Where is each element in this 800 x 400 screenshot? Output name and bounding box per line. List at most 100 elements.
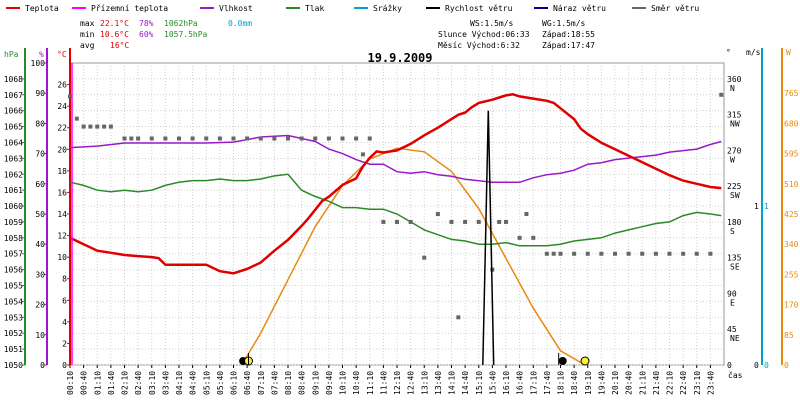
series-smer-point <box>299 136 304 141</box>
series-smer-point <box>129 136 134 141</box>
dir-compass-label: W <box>730 155 735 164</box>
temp-tick-label: 4 <box>62 318 67 327</box>
hpa-tick-label: 1060 <box>4 202 23 211</box>
x-tick-label: 00:40 <box>80 371 89 395</box>
hpa-tick-label: 1059 <box>4 218 23 227</box>
series-smer-point <box>435 212 440 216</box>
temp-tick-label: 20 <box>57 145 67 154</box>
x-tick-label: 19:40 <box>597 371 606 395</box>
temp-tick-label: 12 <box>57 232 67 241</box>
x-tick-label: 10:40 <box>352 371 361 395</box>
x-tick-label: 14:40 <box>461 371 470 395</box>
x-tick-label: 06:40 <box>243 371 252 395</box>
pct-tick-label: 70 <box>35 150 45 159</box>
hpa-tick-label: 1051 <box>4 345 23 354</box>
solar-tick-label: 85 <box>784 331 794 340</box>
series-smer-point <box>694 251 699 256</box>
series-smer-point <box>102 124 107 129</box>
solar-tick-label: 425 <box>784 210 799 219</box>
temp-tick-label: 10 <box>57 253 67 262</box>
series-smer-point <box>204 136 209 141</box>
series-smer-point <box>231 136 236 141</box>
solar-tick-label: 0 <box>784 361 789 370</box>
series-smer-point <box>681 251 686 256</box>
hpa-tick-label: 1065 <box>4 123 23 132</box>
dir-tick-label: 270 <box>727 146 742 155</box>
x-tick-label: 22:40 <box>679 371 688 395</box>
pct-tick-label: 50 <box>35 210 45 219</box>
temp-tick-label: 26 <box>57 81 67 90</box>
x-tick-label: 02:10 <box>121 371 130 395</box>
temp-tick-label: 16 <box>57 188 67 197</box>
series-naraz-spike <box>482 110 495 366</box>
x-tick-label: 07:40 <box>270 371 279 395</box>
temp-tick-label: 8 <box>62 275 67 284</box>
series-smer-point <box>245 136 250 141</box>
series-smer-point <box>476 219 481 224</box>
series-smer-point <box>177 136 181 141</box>
series-smer-point <box>395 219 399 224</box>
dir-tick-label: 0 <box>727 361 732 370</box>
hpa-tick-label: 1058 <box>4 234 23 243</box>
legend-label-tlak: Tlak <box>305 4 324 13</box>
series-smer-point <box>667 251 672 256</box>
series-smer-point <box>524 212 529 216</box>
pct-tick-label: 40 <box>35 240 45 249</box>
x-tick-label: 13:40 <box>434 371 443 395</box>
pct-tick-label: 20 <box>35 301 45 310</box>
series-smer-point <box>422 255 427 260</box>
series-smer-point <box>613 251 617 256</box>
hpa-tick-label: 1061 <box>4 186 23 195</box>
pct-tick-label: 30 <box>35 270 45 279</box>
hpa-tick-label: 1068 <box>4 75 23 84</box>
stat-ws: WS:1.5m/s <box>470 19 514 28</box>
x-tick-label: 14:10 <box>448 371 457 395</box>
dir-compass-label: SW <box>730 191 740 200</box>
series-smer-point <box>149 136 154 141</box>
legend-label-naraz: Náraz větru <box>553 4 606 13</box>
hpa-tick-label: 1064 <box>4 138 23 147</box>
x-tick-label: 05:40 <box>216 371 225 395</box>
x-tick-label: 06:10 <box>230 371 239 395</box>
stat-min-temp: 10.6°C <box>100 30 129 39</box>
series-smer-point <box>95 124 100 129</box>
x-tick-label: 21:40 <box>652 371 661 395</box>
solar-tick-label: 510 <box>784 180 799 189</box>
series-smer-point <box>122 136 127 141</box>
series-teplota-line <box>69 93 722 275</box>
series-smer-point <box>354 136 359 141</box>
solar-tick-label: 595 <box>784 150 799 159</box>
temp-tick-label: 18 <box>57 167 67 176</box>
dir-compass-label: S <box>730 227 735 236</box>
x-tick-label: 03:40 <box>161 371 170 395</box>
series-smer-point <box>626 251 631 256</box>
x-tick-label: 09:10 <box>311 371 320 395</box>
series-smer-point <box>360 152 365 157</box>
x-axis-label: čas <box>728 370 743 380</box>
rain-tick-label: 1 <box>764 202 769 211</box>
sunset-marker <box>580 356 590 366</box>
series-smer-point <box>599 251 604 256</box>
dir-compass-label: SE <box>730 263 740 272</box>
pct-tick-label: 80 <box>35 119 45 128</box>
pct-tick-label: 90 <box>35 89 45 98</box>
ms-tick-label: 1 <box>754 202 759 211</box>
hpa-unit: hPa <box>4 50 19 59</box>
x-tick-label: 12:40 <box>407 371 416 395</box>
dir-tick-label: 360 <box>727 75 742 84</box>
x-tick-label: 21:10 <box>638 371 647 395</box>
solar-tick-label: 765 <box>784 89 799 98</box>
dir-compass-label: E <box>730 298 735 307</box>
x-tick-label: 08:10 <box>284 371 293 395</box>
series-smer-point <box>558 251 563 256</box>
series-sun-line <box>241 147 586 366</box>
temp-tick-label: 2 <box>62 339 67 348</box>
x-tick-label: 17:40 <box>543 371 552 395</box>
series-smer-point <box>74 116 79 121</box>
hpa-tick-label: 1054 <box>4 297 23 306</box>
solar-tick-label: 255 <box>784 270 799 279</box>
stat-max-temp: 22.1°C <box>100 19 129 28</box>
ms-unit: m/s <box>746 48 761 57</box>
